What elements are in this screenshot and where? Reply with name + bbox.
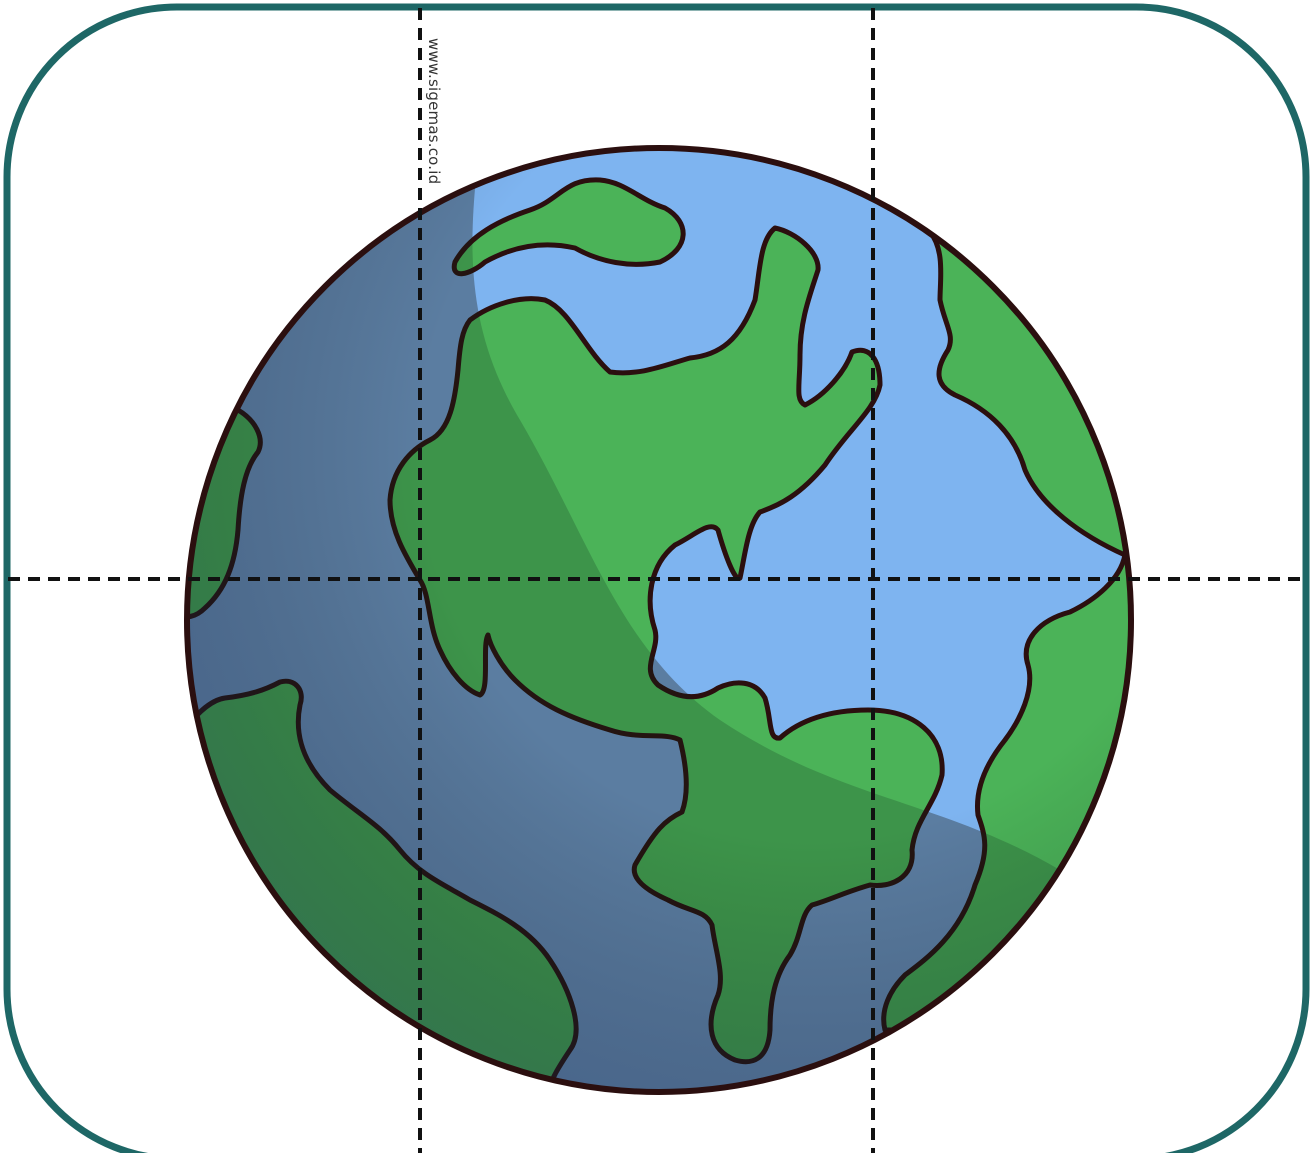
cut-lines (8, 8, 1306, 1153)
globe-outline (184, 145, 1134, 1095)
watermark-text: www.sigemas.co.id (425, 38, 443, 185)
